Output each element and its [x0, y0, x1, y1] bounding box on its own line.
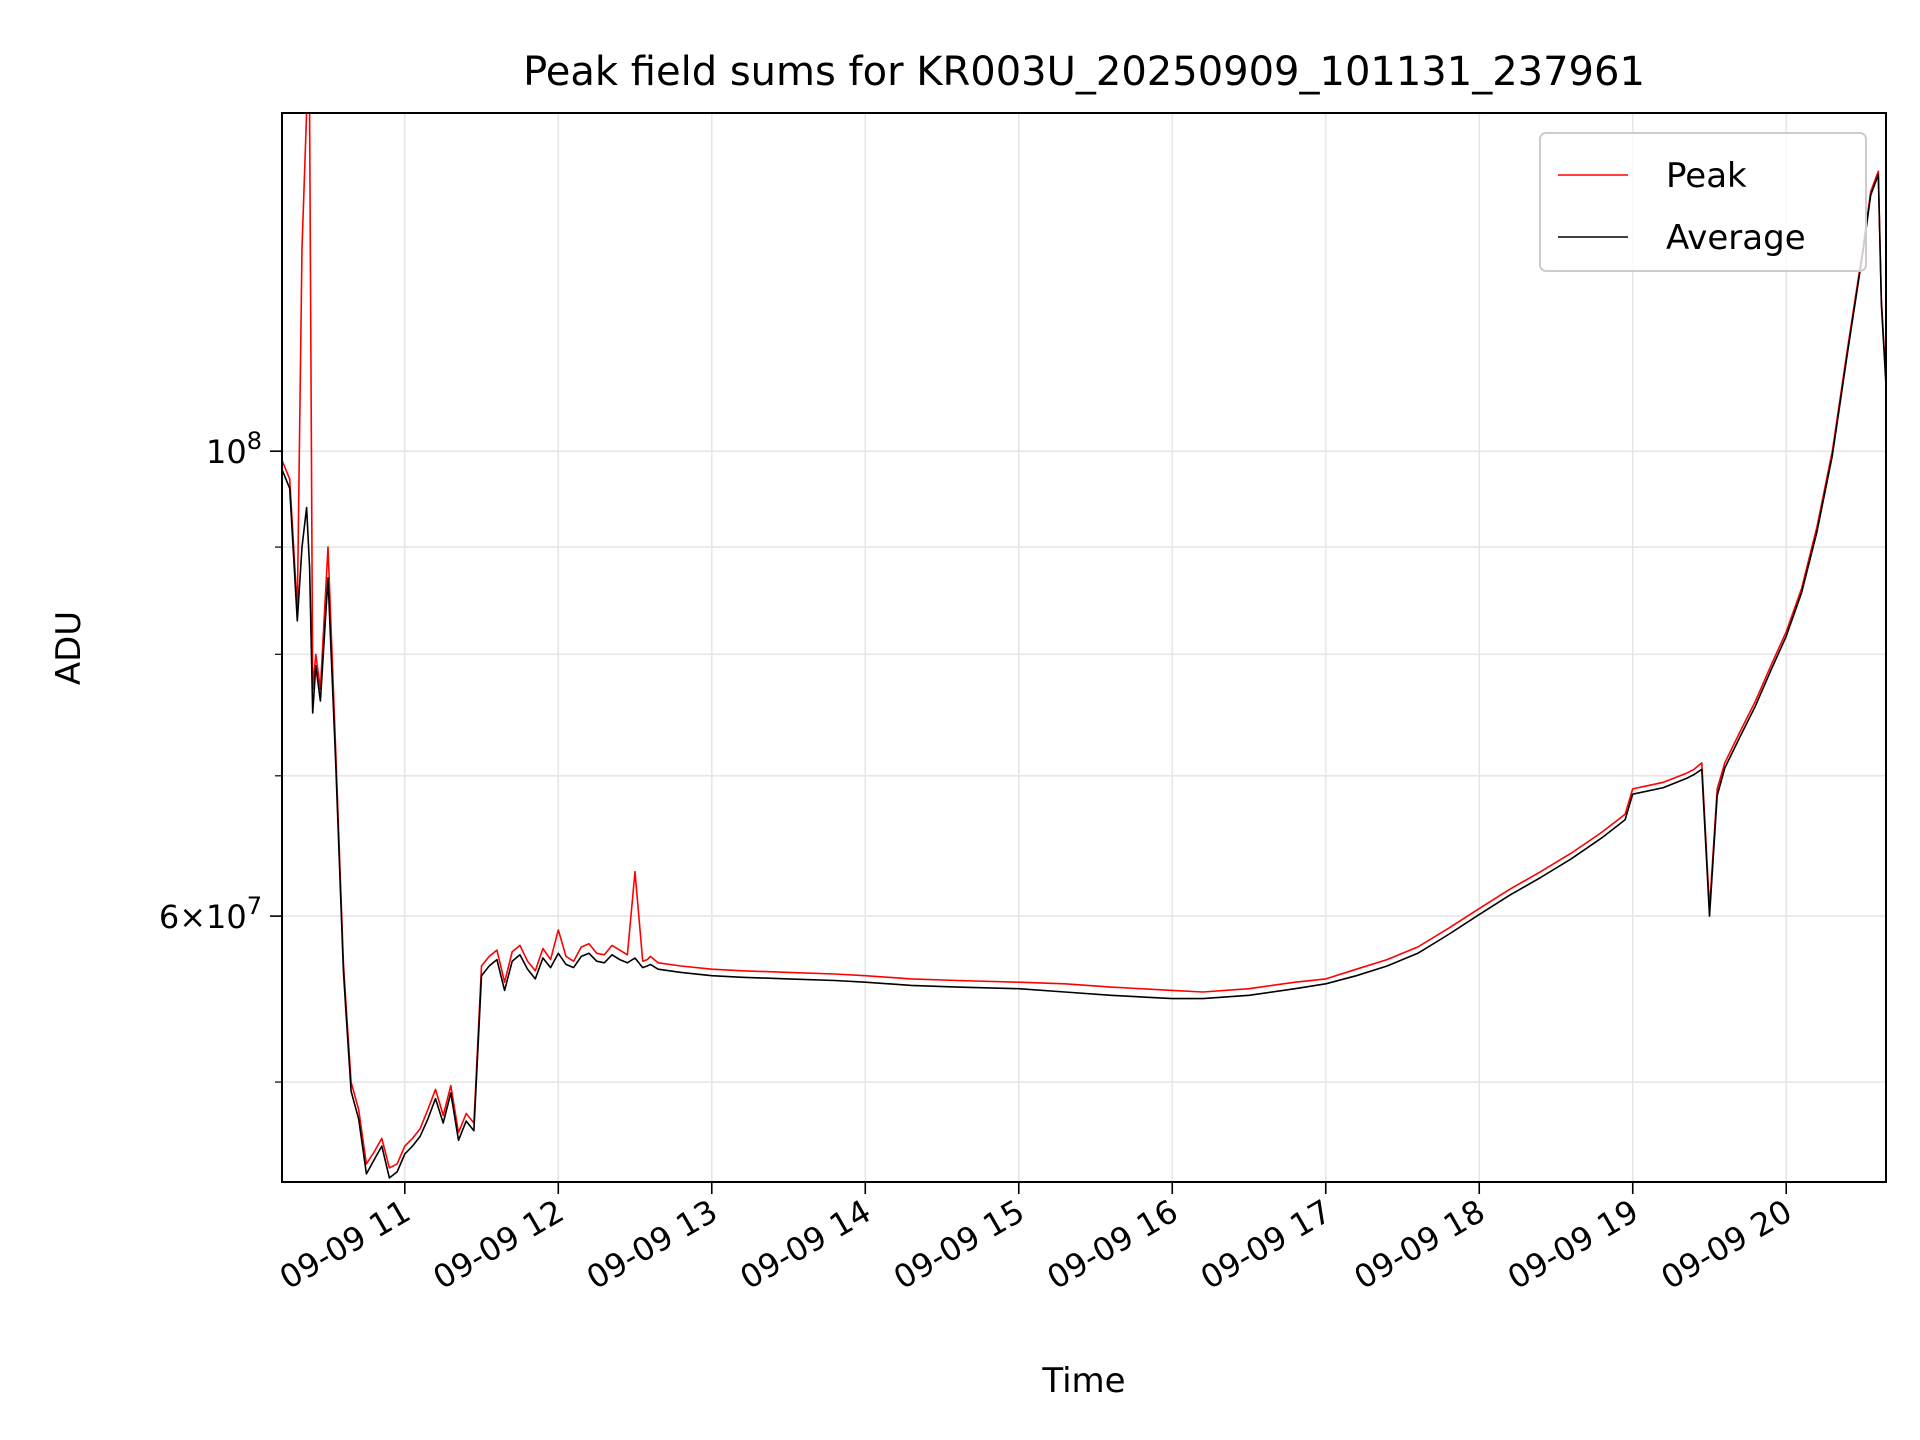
series-line-average	[282, 173, 1886, 1179]
legend-label-peak: Peak	[1666, 156, 1747, 196]
x-axis-label: Time	[1041, 1361, 1125, 1401]
chart-title: Peak field sums for KR003U_20250909_1011…	[523, 49, 1645, 95]
legend: Peak Average	[1539, 132, 1867, 272]
y-axis: 108 6×107	[159, 427, 282, 1083]
grid	[282, 113, 1886, 1182]
series-layer	[282, 113, 1886, 1179]
y-axis-label: ADU	[49, 611, 89, 685]
series-line-peak	[282, 113, 1886, 1169]
y-tick-label: 6×107	[159, 892, 262, 936]
series-group	[282, 113, 1886, 1179]
plot-frame	[281, 112, 1887, 1183]
y-tick-label: 108	[206, 427, 262, 471]
legend-label-average: Average	[1666, 218, 1806, 258]
